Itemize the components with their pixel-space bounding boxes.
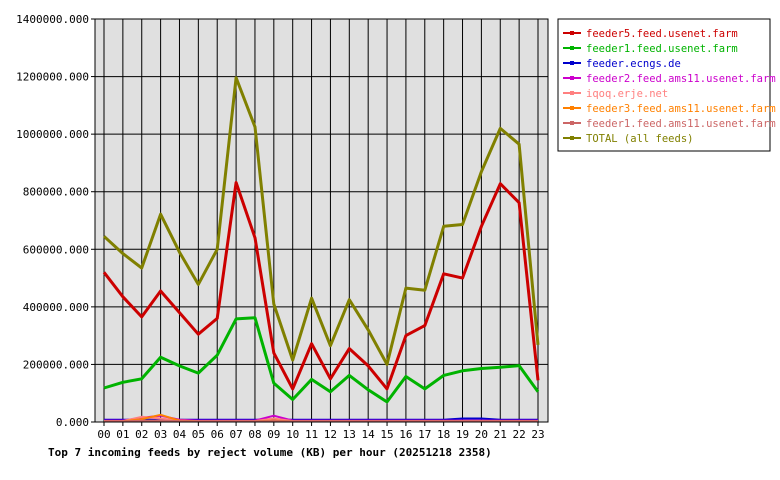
y-tick-label: 600000.000 xyxy=(23,243,89,256)
x-tick-label: 22 xyxy=(513,428,526,441)
legend-marker xyxy=(570,76,574,80)
y-tick-label: 1200000.000 xyxy=(16,71,89,84)
x-tick-label: 18 xyxy=(437,428,450,441)
legend-label: feeder1.feed.usenet.farm xyxy=(586,43,738,55)
x-tick-label: 10 xyxy=(286,428,299,441)
y-tick-label: 1000000.000 xyxy=(16,128,89,141)
legend-label: iqoq.erje.net xyxy=(586,88,668,100)
legend-label: feeder5.feed.usenet.farm xyxy=(586,28,738,40)
legend-marker xyxy=(570,121,574,125)
x-tick-label: 12 xyxy=(324,428,337,441)
x-tick-label: 07 xyxy=(229,428,242,441)
y-tick-label: 200000.000 xyxy=(23,358,89,371)
chart-title: Top 7 incoming feeds by reject volume (K… xyxy=(48,446,492,459)
x-tick-label: 21 xyxy=(494,428,507,441)
legend-label: feeder.ecngs.de xyxy=(586,58,681,70)
x-tick-label: 02 xyxy=(135,428,148,441)
x-tick-label: 11 xyxy=(305,428,318,441)
legend-label: feeder1.feed.ams11.usenet.farm xyxy=(586,118,776,130)
series-line xyxy=(102,181,540,391)
legend-marker xyxy=(570,61,574,65)
x-tick-label: 19 xyxy=(456,428,469,441)
plot-background xyxy=(95,19,548,422)
y-tick-label: 1400000.000 xyxy=(16,13,89,26)
x-tick-label: 14 xyxy=(362,428,376,441)
series-lines xyxy=(102,76,540,423)
grid xyxy=(95,18,548,423)
x-tick-label: 01 xyxy=(116,428,129,441)
y-axis-ticks: 0.000 200000.000 400000.000 600000.000 80000… xyxy=(16,13,95,429)
legend: feeder5.feed.usenet.farm feeder1.feed.use… xyxy=(557,18,776,152)
x-tick-label: 05 xyxy=(192,428,205,441)
series-line xyxy=(103,316,540,404)
legend-marker xyxy=(570,136,574,140)
legend-marker xyxy=(570,46,574,50)
x-tick-label: 23 xyxy=(531,428,544,441)
x-tick-label: 20 xyxy=(475,428,488,441)
x-tick-label: 08 xyxy=(248,428,261,441)
x-tick-label: 06 xyxy=(211,428,224,441)
legend-marker xyxy=(570,31,574,35)
legend-box xyxy=(557,18,771,152)
x-tick-label: 00 xyxy=(97,428,110,441)
plot-border xyxy=(94,18,549,423)
x-tick-label: 13 xyxy=(343,428,356,441)
legend-label: feeder3.feed.ams11.usenet.farm xyxy=(586,103,776,115)
series-line xyxy=(104,419,538,423)
x-tick-label: 17 xyxy=(418,428,431,441)
legend-marker xyxy=(570,91,574,95)
y-tick-label: 400000.000 xyxy=(23,301,89,314)
legend-label: TOTAL (all feeds) xyxy=(586,133,693,145)
y-tick-label: 800000.000 xyxy=(23,186,89,199)
series-line xyxy=(102,76,540,366)
legend-label: feeder2.feed.ams11.usenet.farm xyxy=(586,73,776,85)
x-axis-ticks: 00 01 02 03 04 05 06 07 08 09 10 11 12 13 14 15 16 17 18 19… xyxy=(97,422,545,441)
x-tick-label: 03 xyxy=(154,428,167,441)
x-tick-label: 09 xyxy=(267,428,280,441)
y-tick-label: 0.000 xyxy=(56,416,89,429)
x-tick-label: 15 xyxy=(380,428,393,441)
x-tick-label: 04 xyxy=(173,428,187,441)
legend-marker xyxy=(570,106,574,110)
x-tick-label: 16 xyxy=(399,428,412,441)
